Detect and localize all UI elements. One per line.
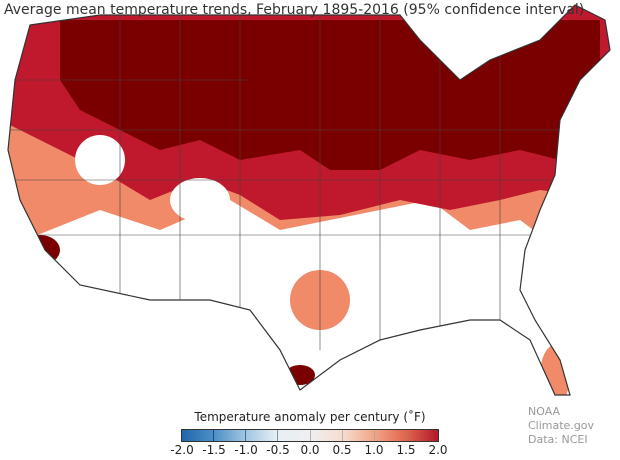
color-scale-segment [374, 430, 407, 441]
color-scale-tick: 0.0 [300, 443, 320, 457]
credit-source: NOAA Climate.gov [528, 405, 595, 432]
color-scale-segment [310, 430, 343, 441]
credit-data: Data: NCEI [528, 433, 588, 446]
map-title: Average mean temperature trends, Februar… [4, 2, 585, 18]
color-scale-segment [278, 430, 311, 441]
moderate-warming-area [540, 345, 570, 395]
no-trend-area [75, 135, 125, 185]
credit: NOAA Climate.gov Data: NCEI [528, 405, 620, 447]
color-scale-segment [182, 430, 215, 441]
color-scale-tick: -0.5 [266, 443, 290, 457]
no-trend-area [170, 178, 230, 222]
state-borders [8, 5, 610, 350]
color-scale-segment [342, 430, 375, 441]
color-scale-tick: 1.0 [364, 443, 384, 457]
color-scale-segment [246, 430, 279, 441]
color-scale-tick: 2.0 [428, 443, 448, 457]
color-scale-tick: 1.5 [396, 443, 416, 457]
color-scale-bar [181, 429, 439, 442]
color-scale-tick: 0.5 [332, 443, 352, 457]
color-scale-tick: -1.0 [234, 443, 258, 457]
color-scale-tick: -1.5 [202, 443, 226, 457]
color-scale-tick: -2.0 [170, 443, 194, 457]
color-scale-segment [214, 430, 247, 441]
color-scale-segment [406, 430, 438, 441]
legend-label: Temperature anomaly per century (˚F) [194, 410, 426, 424]
